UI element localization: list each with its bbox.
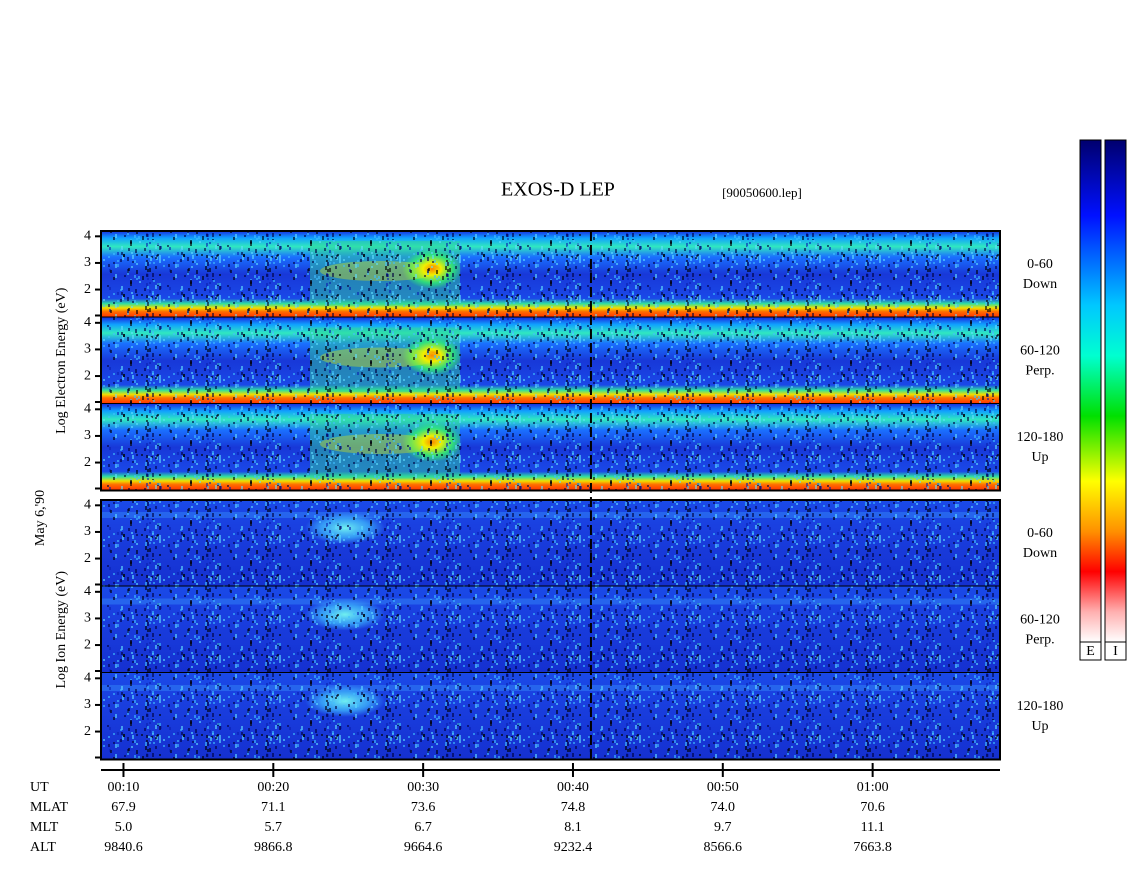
colorbar: [1079, 139, 1102, 643]
colorbar-label-box: [1104, 641, 1127, 661]
x-tick-label: 01:00: [857, 780, 889, 795]
x-tick-label: 00:50: [707, 780, 739, 795]
y-axis-label: Log Electron Energy (eV): [54, 287, 69, 434]
panel-sublabel: Down: [1023, 546, 1057, 561]
y-tick-label: 4: [84, 315, 91, 330]
panel-label: 60-120: [1020, 613, 1060, 628]
panel-sublabel: Up: [1031, 450, 1048, 465]
y-tick-label: 3: [84, 428, 91, 443]
chart-title: EXOS-D LEP: [501, 179, 615, 201]
y-tick-label: 2: [84, 455, 91, 470]
panel-label: 60-120: [1020, 344, 1060, 359]
panel-label: 0-60: [1027, 526, 1053, 541]
y-tick-label: 3: [84, 524, 91, 539]
ephemeris-value: 8566.6: [704, 840, 743, 855]
panel-sublabel: Perp.: [1025, 364, 1054, 379]
x-tick-label: 00:20: [257, 780, 289, 795]
y-tick-label: 2: [84, 551, 91, 566]
ephemeris-value: 9664.6: [404, 840, 443, 855]
ephemeris-value: 74.0: [711, 800, 736, 815]
y-tick-label: 3: [84, 611, 91, 626]
spectrogram-noise: [101, 404, 1000, 491]
y-tick-label: 2: [84, 637, 91, 652]
x-tick-label: 00:10: [108, 780, 140, 795]
spectrogram-noise: [101, 317, 1000, 404]
ephemeris-value: 67.9: [111, 800, 136, 815]
ephemeris-value: 71.1: [261, 800, 286, 815]
ephemeris-value: 9866.8: [254, 840, 293, 855]
colorbar-label-box: [1079, 641, 1102, 661]
panel-label: 120-180: [1017, 430, 1064, 445]
ephemeris-value: 6.7: [414, 820, 432, 835]
ephemeris-value: 8.1: [564, 820, 582, 835]
panel-sublabel: Up: [1031, 719, 1048, 734]
date-label: May 6,'90: [33, 490, 48, 546]
y-tick-label: 3: [84, 255, 91, 270]
panel-label: 0-60: [1027, 257, 1053, 272]
y-tick-label: 2: [84, 282, 91, 297]
chart-subtitle: [90050600.lep]: [722, 185, 802, 200]
y-tick-label: 2: [84, 724, 91, 739]
y-tick-label: 3: [84, 697, 91, 712]
ephemeris-value: 11.1: [861, 820, 885, 835]
panel-frame: [100, 499, 1001, 761]
spectrogram-noise: [101, 586, 1000, 673]
x-tick-label: 00:30: [407, 780, 439, 795]
ephemeris-value: 74.8: [561, 800, 586, 815]
y-tick-label: 4: [84, 498, 91, 513]
ephemeris-value: 7663.8: [853, 840, 892, 855]
ephemeris-name: ALT: [30, 840, 56, 855]
ephemeris-value: 9840.6: [104, 840, 143, 855]
panel-sublabel: Perp.: [1025, 633, 1054, 648]
spectrogram-noise: [101, 231, 1000, 318]
spectrogram-noise: [101, 673, 1000, 760]
y-tick-label: 4: [84, 402, 91, 417]
ephemeris-value: 5.0: [115, 820, 133, 835]
x-tick-label: 00:40: [557, 780, 589, 795]
panel-label: 120-180: [1017, 699, 1064, 714]
y-tick-label: 2: [84, 368, 91, 383]
ephemeris-name: MLT: [30, 820, 59, 835]
y-tick-label: 4: [84, 229, 91, 244]
panel-sublabel: Down: [1023, 277, 1057, 292]
x-axis-label: UT: [30, 780, 49, 795]
y-axis-label: Log Ion Energy (eV): [54, 571, 69, 689]
y-tick-label: 4: [84, 671, 91, 686]
ephemeris-value: 9232.4: [554, 840, 593, 855]
ephemeris-value: 70.6: [860, 800, 885, 815]
ephemeris-value: 73.6: [411, 800, 436, 815]
colorbar-label: E: [1086, 644, 1095, 659]
spectrogram-noise: [101, 500, 1000, 587]
y-tick-label: 4: [84, 584, 91, 599]
y-tick-label: 3: [84, 342, 91, 357]
colorbar-label: I: [1113, 644, 1118, 659]
ephemeris-value: 5.7: [265, 820, 283, 835]
ephemeris-value: 9.7: [714, 820, 732, 835]
ephemeris-name: MLAT: [30, 800, 69, 815]
panel-frame: [100, 230, 1001, 492]
colorbar: [1104, 139, 1127, 643]
